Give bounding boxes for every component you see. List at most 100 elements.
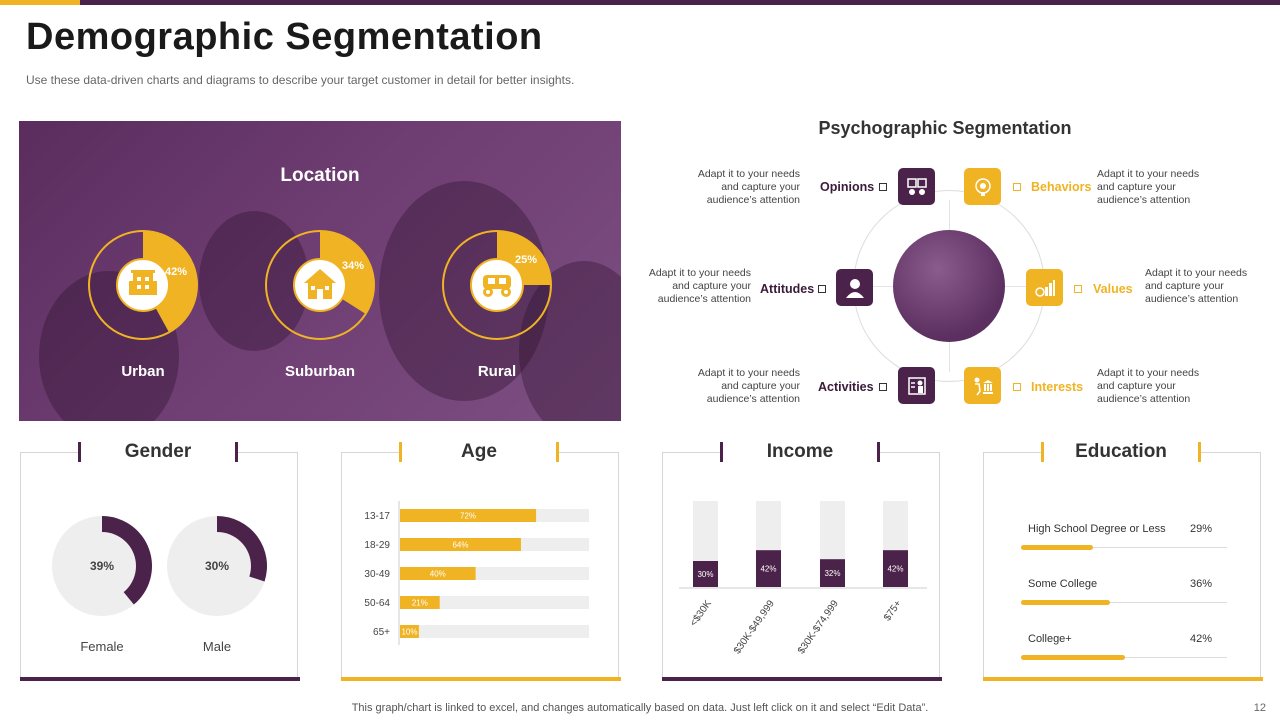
attitudes-description: Adapt it to your needs and capture your … bbox=[648, 267, 751, 305]
interests-description: Adapt it to your needs and capture your … bbox=[1097, 367, 1200, 405]
background-shade bbox=[199, 211, 309, 351]
urban-value-label: 42% bbox=[165, 266, 187, 278]
age-bar-value: 40% bbox=[430, 570, 446, 579]
gender-value-label: 30% bbox=[205, 559, 229, 573]
income-card-title: Income bbox=[720, 440, 880, 464]
attitudes-label: Attitudes bbox=[760, 282, 815, 296]
person-icon[interactable] bbox=[836, 269, 873, 306]
page-subtitle: Use these data-driven charts and diagram… bbox=[26, 73, 575, 87]
income-bar bbox=[820, 559, 845, 587]
page-number: 12 bbox=[1253, 702, 1266, 714]
age-category-label: 13-17 bbox=[364, 511, 390, 522]
gender-card-title: Gender bbox=[78, 440, 238, 464]
rural-donut-chart: 25% bbox=[442, 230, 552, 340]
education-title-text: Education bbox=[1075, 441, 1167, 462]
activities-label: Activities bbox=[818, 380, 874, 394]
age-card[interactable]: 72% 13-17 64% 18-29 40% 30-49 21% 50-64 10% 65+ bbox=[341, 452, 621, 681]
age-bar bbox=[400, 509, 537, 522]
education-card-title: Education bbox=[1041, 440, 1201, 464]
house-icon bbox=[304, 269, 336, 299]
location-urban-label: Urban bbox=[121, 363, 165, 380]
interests-marker bbox=[1013, 383, 1021, 391]
age-chart: 72% 13-17 64% 18-29 40% 30-49 21% 50-64 10% 65+ bbox=[364, 501, 589, 645]
education-value-label: 36% bbox=[1190, 578, 1213, 590]
education-bar-track bbox=[1021, 602, 1227, 603]
rural-value-label: 25% bbox=[515, 254, 537, 266]
location-urban: 42% bbox=[87, 229, 199, 340]
urban-donut-chart: 42% bbox=[88, 230, 198, 340]
age-category-label: 18-29 bbox=[364, 540, 390, 551]
education-category-label: College+ bbox=[1028, 633, 1072, 645]
behaviors-head-icon[interactable] bbox=[964, 168, 1001, 205]
age-bar bbox=[400, 596, 440, 609]
gender-card-footer bbox=[20, 677, 300, 681]
gender-chart: 39% Female 30% Male bbox=[52, 516, 267, 654]
opinions-icon[interactable] bbox=[898, 168, 935, 205]
income-bar bbox=[756, 550, 781, 587]
income-category-label: $30K-$49,999 bbox=[732, 598, 777, 656]
gender-donut-hole bbox=[183, 532, 251, 600]
age-bar-value: 64% bbox=[452, 541, 468, 550]
income-card[interactable]: 30% <$30K 42% $30K-$49,999 32% $30K-$74,999 42… bbox=[662, 452, 942, 681]
psychographic-center-image bbox=[893, 230, 1005, 342]
income-category-label: $75+ bbox=[882, 598, 904, 623]
gender-category-label: Male bbox=[203, 639, 231, 654]
education-value-label: 29% bbox=[1190, 523, 1213, 535]
page-title: Demographic Segmentation bbox=[26, 16, 543, 58]
values-description: Adapt it to your needs and capture your … bbox=[1145, 267, 1248, 305]
education-bar bbox=[1021, 545, 1093, 550]
city-building-icon bbox=[129, 270, 157, 295]
age-bar bbox=[400, 538, 521, 551]
gender-value-label: 39% bbox=[90, 559, 114, 573]
income-card-footer bbox=[662, 677, 942, 681]
top-bar bbox=[0, 0, 1280, 5]
behaviors-description: Adapt it to your needs and capture your … bbox=[1097, 168, 1200, 206]
age-card-footer bbox=[341, 677, 621, 681]
age-bar-value: 21% bbox=[412, 599, 428, 608]
age-bar-value: 72% bbox=[460, 512, 476, 521]
education-category-label: Some College bbox=[1028, 578, 1098, 590]
gender-category-label: Female bbox=[80, 639, 123, 654]
income-bar-value: 42% bbox=[887, 565, 903, 574]
age-bar bbox=[400, 567, 476, 580]
age-title-text: Age bbox=[461, 441, 497, 462]
age-bar-track bbox=[400, 596, 589, 609]
location-suburban: 34% bbox=[264, 229, 376, 340]
opinions-label: Opinions bbox=[820, 180, 875, 194]
footer-note: This graph/chart is linked to excel, and… bbox=[351, 702, 929, 714]
income-chart: 30% <$30K 42% $30K-$49,999 32% $30K-$74,999 42… bbox=[679, 501, 927, 656]
income-bar bbox=[693, 561, 718, 587]
location-rural-label: Rural bbox=[477, 363, 517, 380]
income-bar-value: 30% bbox=[697, 570, 713, 579]
age-category-label: 30-49 bbox=[364, 569, 390, 580]
age-card-title: Age bbox=[399, 440, 559, 464]
age-bar bbox=[400, 625, 419, 638]
income-bar-value: 42% bbox=[760, 565, 776, 574]
gender-card[interactable]: 39% Female 30% Male bbox=[20, 452, 300, 681]
activities-board-icon[interactable] bbox=[898, 367, 935, 404]
education-category-label: High School Degree or Less bbox=[1028, 523, 1166, 535]
location-title: Location bbox=[280, 165, 360, 186]
gender-donut-hole bbox=[68, 532, 136, 600]
values-chart-icon[interactable] bbox=[1026, 269, 1063, 306]
income-category-label: <$30K bbox=[688, 598, 714, 628]
suburban-donut-chart: 34% bbox=[265, 230, 375, 340]
interests-icon[interactable] bbox=[964, 367, 1001, 404]
tractor-icon bbox=[483, 275, 511, 297]
age-bar-value: 10% bbox=[401, 628, 417, 637]
behaviors-label: Behaviors bbox=[1031, 180, 1092, 194]
income-bar bbox=[883, 550, 908, 587]
values-label: Values bbox=[1093, 282, 1133, 296]
psychographic-title: Psychographic Segmentation bbox=[818, 118, 1072, 138]
income-category-label: $30K-$74,999 bbox=[796, 598, 841, 656]
education-card-footer bbox=[983, 677, 1263, 681]
income-bar-value: 32% bbox=[824, 569, 840, 578]
top-bar-accent bbox=[0, 0, 80, 5]
values-marker bbox=[1074, 285, 1082, 293]
education-value-label: 42% bbox=[1190, 633, 1213, 645]
education-card[interactable]: High School Degree or Less 29% Some Colleg… bbox=[983, 452, 1263, 681]
behaviors-marker bbox=[1013, 183, 1021, 191]
education-bar bbox=[1021, 655, 1125, 660]
activities-marker bbox=[879, 383, 887, 391]
location-panel[interactable]: Location 42% Urban bbox=[19, 121, 621, 421]
